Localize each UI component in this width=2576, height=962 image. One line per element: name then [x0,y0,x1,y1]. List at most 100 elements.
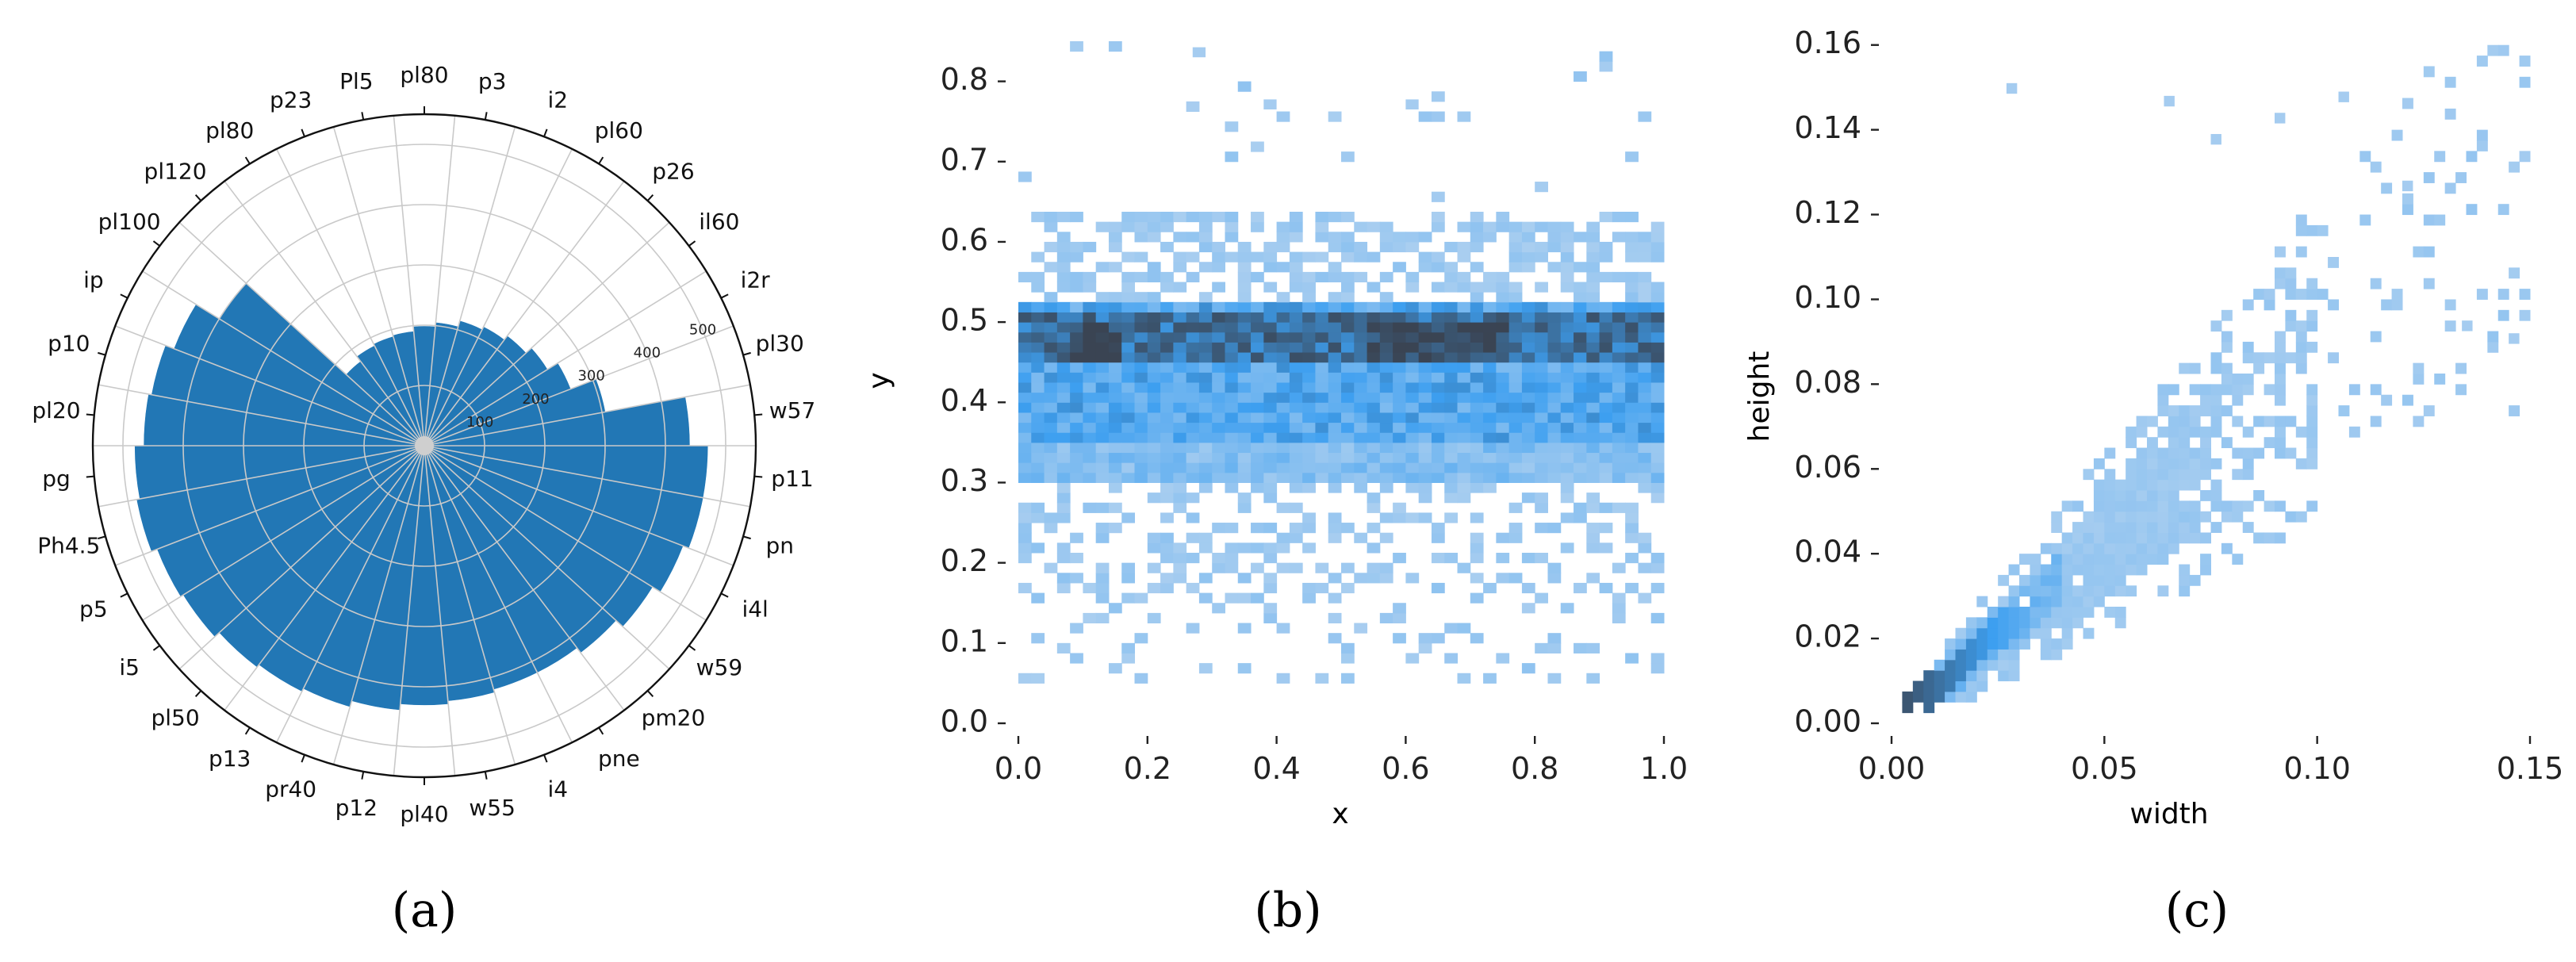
heatmap-cell [1031,412,1045,424]
heatmap-cell [1083,301,1097,312]
heatmap-cell [2413,416,2425,427]
heatmap-cell [1263,372,1278,383]
heatmap-cell [1251,452,1264,463]
heatmap-cell [1393,301,1406,312]
heatmap-cell [2083,511,2095,523]
category-label-w59: w59 [696,654,743,680]
heatmap-cell [2462,320,2473,332]
heatmap-cell [1276,442,1290,454]
y-tick-label: 0.2 [941,543,988,578]
heatmap-cell [1418,482,1432,493]
category-label-p5: p5 [79,596,108,623]
heatmap-cell [1186,392,1200,403]
heatmap-cell [1198,232,1213,243]
heatmap-cell [2455,362,2467,374]
heatmap-cell [1225,251,1239,263]
heatmap-cell [1650,562,1665,573]
heatmap-cell [1031,312,1045,323]
heatmap-cell [1018,322,1032,333]
grid-spoke [424,126,516,447]
heatmap-cell [2242,299,2254,311]
heatmap-cell [1650,462,1665,473]
heatmap-cell [1018,352,1032,363]
grid-spoke [424,445,734,566]
heatmap-cell [1044,312,1058,323]
heatmap-cell [1044,523,1058,534]
heatmap-cell [1574,472,1587,483]
heatmap-cell [1547,392,1562,403]
y-tick-label: 0.02 [1794,619,1861,654]
heatmap-cell [1121,573,1136,584]
heatmap-cell [1650,442,1665,454]
heatmap-cell [1625,271,1639,283]
heatmap-cell [1521,301,1535,312]
heatmap-cell [1056,241,1071,253]
heatmap-cell [2179,574,2191,586]
heatmap-cell [1212,562,1225,573]
heatmap-cell [1212,262,1225,273]
heatmap-cell [1586,462,1600,473]
heatmap-cell [1354,402,1368,413]
heatmap-cell [1405,342,1420,353]
heatmap-cell [1393,512,1406,523]
heatmap-cell [1225,312,1239,323]
heatmap-cell [1289,502,1303,513]
heatmap-cell [1431,422,1445,433]
heatmap-cell [1328,462,1342,473]
heatmap-cell [1315,382,1329,393]
heatmap-cell [1044,322,1058,333]
heatmap-cell [1341,282,1355,293]
heatmap-cell [2221,500,2233,512]
heatmap-cell [1955,627,1967,639]
heatmap-cell [1237,81,1252,92]
heatmap-cell [1379,532,1393,543]
heatmap-cell [2040,607,2052,618]
heatmap-cell [1341,292,1355,303]
heatmap-cell [2114,479,2126,491]
heatmap-cell [1289,212,1303,223]
heatmap-cell [1251,462,1264,473]
outer-tick [120,592,128,598]
heatmap-cell [1070,271,1083,283]
heatmap-cell [2008,607,2020,618]
heatmap-cell [1574,402,1587,413]
heatmap-cell [1354,221,1368,232]
heatmap-cell [1186,623,1200,634]
heatmap-cell [1147,271,1161,283]
heatmap-cell [1508,352,1523,363]
heatmap-cell [2168,479,2179,491]
heatmap-cell [1289,532,1303,543]
heatmap-cell [1457,442,1471,454]
heatmap-cell [2476,289,2488,300]
heatmap-cell [1237,392,1252,403]
heatmap-cell [1328,292,1342,303]
heatmap-cell [1405,442,1420,454]
heatmap-cell [1945,649,1956,661]
heatmap-cell [2253,352,2265,364]
heatmap-cell [1341,673,1355,684]
heatmap-cell [1405,99,1419,109]
heatmap-cell [1521,352,1535,363]
heatmap-cell [1328,612,1342,624]
heatmap-cell [1186,301,1200,312]
heatmap-cell [1212,432,1225,443]
heatmap-cell [1470,212,1484,223]
heatmap-cell [1470,221,1484,232]
heatmap-cell [1418,412,1432,424]
heatmap-cell [1225,392,1239,403]
heatmap-cell [1160,422,1174,433]
heatmap-cell [2295,289,2307,300]
heatmap-cell [1289,562,1303,573]
heatmap-cell [1302,402,1316,413]
heatmap-cell [1547,301,1562,312]
category-label-pl30: pl30 [756,330,804,356]
heatmap-cell [1225,402,1239,413]
heatmap-cell [2147,511,2158,523]
heatmap-cell [1431,412,1445,424]
heatmap-cell [1379,412,1393,424]
heatmap-cell [1121,292,1136,303]
heatmap-cell [1198,452,1213,463]
heatmap-cell [1186,492,1200,504]
heatmap-cell [1237,332,1252,343]
heatmap-cell [2083,627,2095,639]
